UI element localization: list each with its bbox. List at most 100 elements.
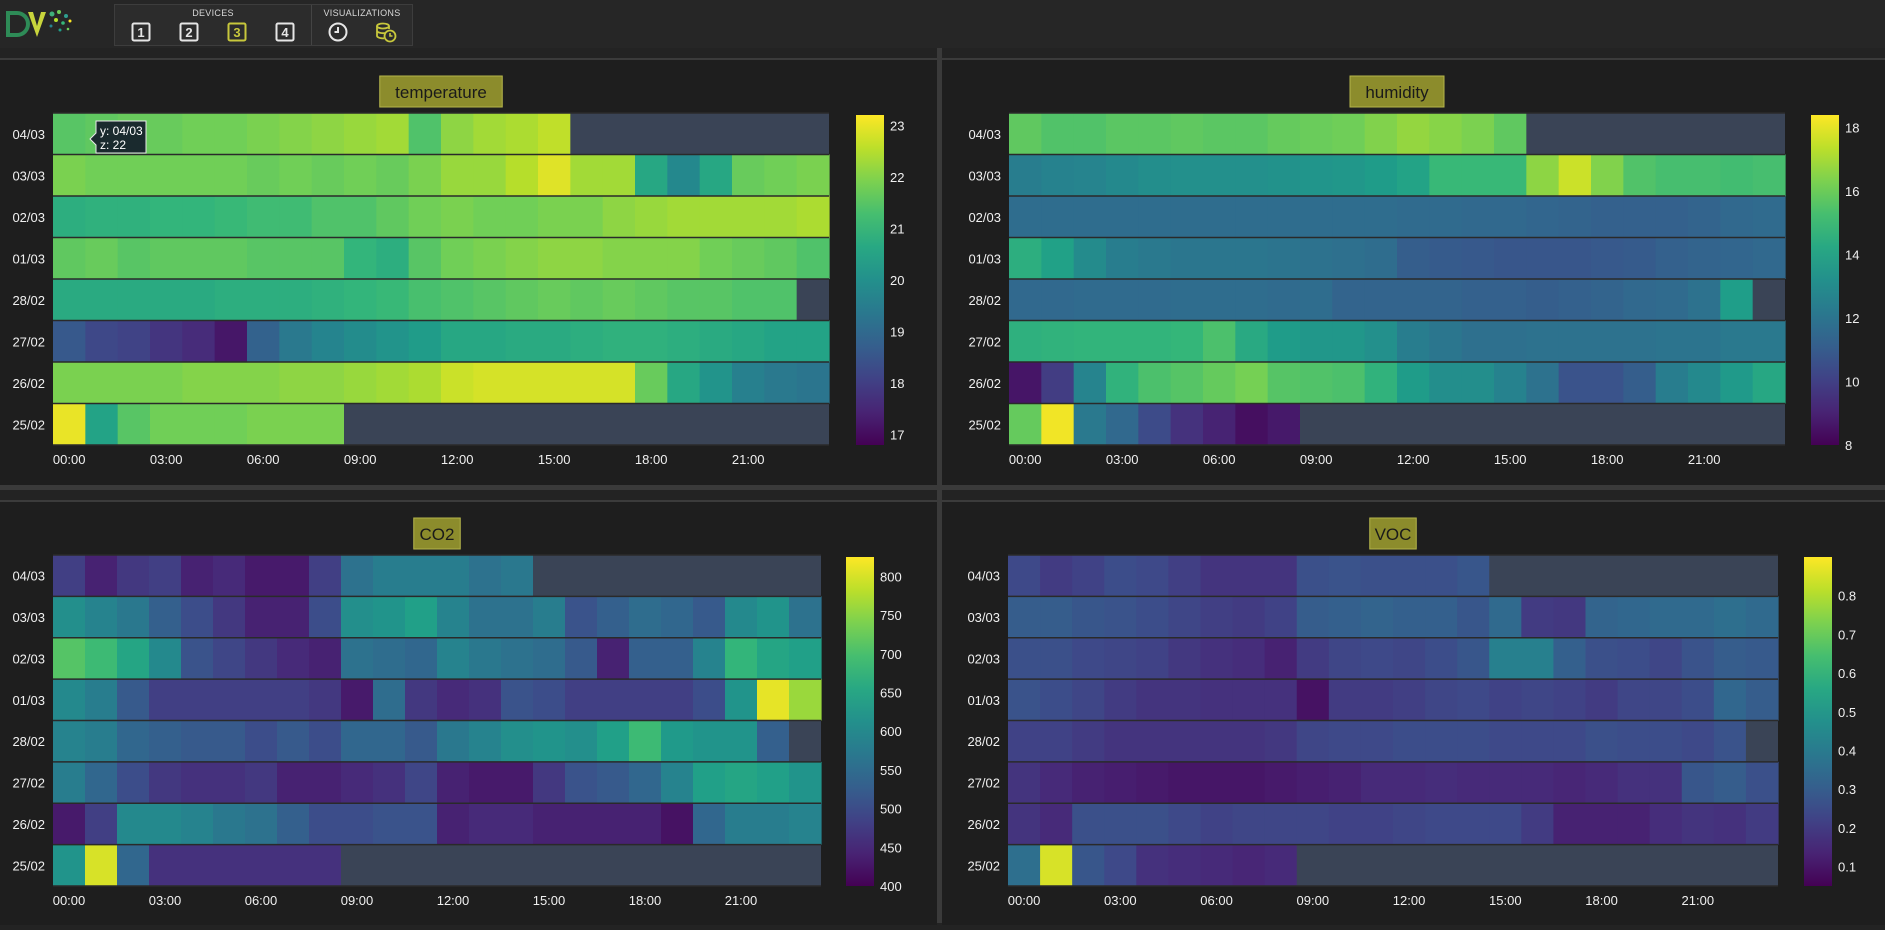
heatmap-cell[interactable] <box>570 237 604 280</box>
clock-button[interactable] <box>314 19 362 45</box>
heatmap-cell[interactable] <box>1136 555 1170 597</box>
heatmap-cell[interactable] <box>1489 679 1522 721</box>
heatmap-cell[interactable] <box>469 720 502 762</box>
heatmap-cell[interactable] <box>1397 237 1430 280</box>
heatmap-cell[interactable] <box>1494 362 1527 404</box>
heatmap-cell[interactable] <box>309 679 342 721</box>
heatmap-cell[interactable] <box>53 637 86 680</box>
heatmap-cell[interactable] <box>1106 403 1139 446</box>
heatmap-cell[interactable] <box>149 637 182 680</box>
heatmap-cell[interactable] <box>1617 596 1651 638</box>
heatmap-cell[interactable] <box>1138 279 1172 321</box>
heatmap-cell[interactable] <box>661 761 694 804</box>
heatmap-cell[interactable] <box>1041 279 1075 321</box>
heatmap-cell[interactable] <box>1203 403 1236 446</box>
heatmap-cell[interactable] <box>789 679 822 721</box>
heatmap-cell[interactable] <box>1009 362 1042 404</box>
heatmap-cell[interactable] <box>1264 844 1298 886</box>
heatmap-cell[interactable] <box>181 844 214 886</box>
heatmap-cell[interactable] <box>1041 320 1075 363</box>
heatmap-cell[interactable] <box>764 237 798 280</box>
heatmap-cell[interactable] <box>1104 720 1137 762</box>
heatmap-cell[interactable] <box>1489 803 1522 845</box>
heatmap-cell[interactable] <box>602 362 636 404</box>
heatmap-cell[interactable] <box>732 320 765 363</box>
heatmap-cell[interactable] <box>1203 237 1236 280</box>
heatmap-cell[interactable] <box>1489 720 1522 762</box>
heatmap-cell[interactable] <box>245 596 278 638</box>
heatmap-cell[interactable] <box>693 803 726 845</box>
heatmap-cell[interactable] <box>629 679 662 721</box>
heatmap-cell[interactable] <box>1393 803 1426 845</box>
heatmap-cell[interactable] <box>505 279 539 321</box>
heatmap-cell[interactable] <box>764 279 798 321</box>
heatmap-cell[interactable] <box>1170 362 1204 404</box>
heatmap-cell[interactable] <box>437 679 470 721</box>
heatmap-cell[interactable] <box>149 596 182 638</box>
heatmap-cell[interactable] <box>279 403 313 446</box>
heatmap-cell[interactable] <box>473 154 507 197</box>
heatmap-cell[interactable] <box>279 362 313 404</box>
heatmap-cell[interactable] <box>1138 403 1172 446</box>
heatmap-cell[interactable] <box>213 596 246 638</box>
heatmap-cell[interactable] <box>570 279 604 321</box>
heatmap-cell[interactable] <box>1623 196 1657 238</box>
heatmap-cell[interactable] <box>1397 196 1430 238</box>
heatmap-cell[interactable] <box>597 637 630 680</box>
heatmap-cell[interactable] <box>405 637 438 680</box>
heatmap-cell[interactable] <box>1558 196 1592 238</box>
heatmap-cell[interactable] <box>469 679 502 721</box>
heatmap-cell[interactable] <box>1752 362 1786 404</box>
heatmap-cell[interactable] <box>1494 237 1527 280</box>
heatmap-cell[interactable] <box>1203 279 1236 321</box>
heatmap-cell[interactable] <box>1296 596 1330 638</box>
heatmap-cell[interactable] <box>405 596 438 638</box>
heatmap-cell[interactable] <box>1655 154 1689 197</box>
heatmap-cell[interactable] <box>1558 279 1592 321</box>
heatmap-cell[interactable] <box>1393 761 1426 804</box>
heatmap-cell[interactable] <box>1526 154 1560 197</box>
heatmap-cell[interactable] <box>629 803 662 845</box>
heatmap-cell[interactable] <box>1526 279 1560 321</box>
heatmap-cell[interactable] <box>1457 555 1490 597</box>
heatmap-cell[interactable] <box>1429 237 1463 280</box>
heatmap-cell[interactable] <box>117 362 151 404</box>
heatmap-cell[interactable] <box>1264 803 1298 845</box>
heatmap-cell[interactable] <box>1072 596 1105 638</box>
heatmap-cell[interactable] <box>53 403 86 446</box>
heatmap-cell[interactable] <box>1009 279 1042 321</box>
heatmap-cell[interactable] <box>1623 237 1657 280</box>
heatmap-cell[interactable] <box>181 679 214 721</box>
heatmap-cell[interactable] <box>501 679 534 721</box>
heatmap-cell[interactable] <box>693 720 726 762</box>
heatmap-cell[interactable] <box>1170 154 1204 197</box>
heatmap-cell[interactable] <box>181 637 214 680</box>
heatmap-cell[interactable] <box>437 720 470 762</box>
heatmap-cell[interactable] <box>1200 555 1234 597</box>
heatmap-cell[interactable] <box>1267 403 1301 446</box>
device-button-4[interactable]: 4 <box>261 19 309 45</box>
heatmap-cell[interactable] <box>1009 113 1042 155</box>
heatmap-cell[interactable] <box>1397 362 1430 404</box>
heatmap-cell[interactable] <box>53 196 86 238</box>
heatmap-cell[interactable] <box>570 362 604 404</box>
heatmap-cell[interactable] <box>85 320 119 363</box>
heatmap-cell[interactable] <box>309 555 342 597</box>
heatmap-cell[interactable] <box>597 596 630 638</box>
heatmap-cell[interactable] <box>1168 555 1202 597</box>
heatmap-cell[interactable] <box>1106 362 1139 404</box>
heatmap-cell[interactable] <box>53 154 86 197</box>
heatmap-cell[interactable] <box>1393 555 1426 597</box>
heatmap-cell[interactable] <box>1553 803 1587 845</box>
heatmap-cell[interactable] <box>85 154 119 197</box>
heatmap-cell[interactable] <box>117 637 150 680</box>
heatmap-cell[interactable] <box>661 720 694 762</box>
heatmap-cell[interactable] <box>533 596 566 638</box>
heatmap-cell[interactable] <box>277 596 310 638</box>
heatmap-cell[interactable] <box>667 154 701 197</box>
heatmap-cell[interactable] <box>85 803 118 845</box>
heatmap-cell[interactable] <box>1200 844 1234 886</box>
heatmap-cell[interactable] <box>469 761 502 804</box>
heatmap-cell[interactable] <box>538 196 571 238</box>
heatmap-cell[interactable] <box>1106 113 1139 155</box>
